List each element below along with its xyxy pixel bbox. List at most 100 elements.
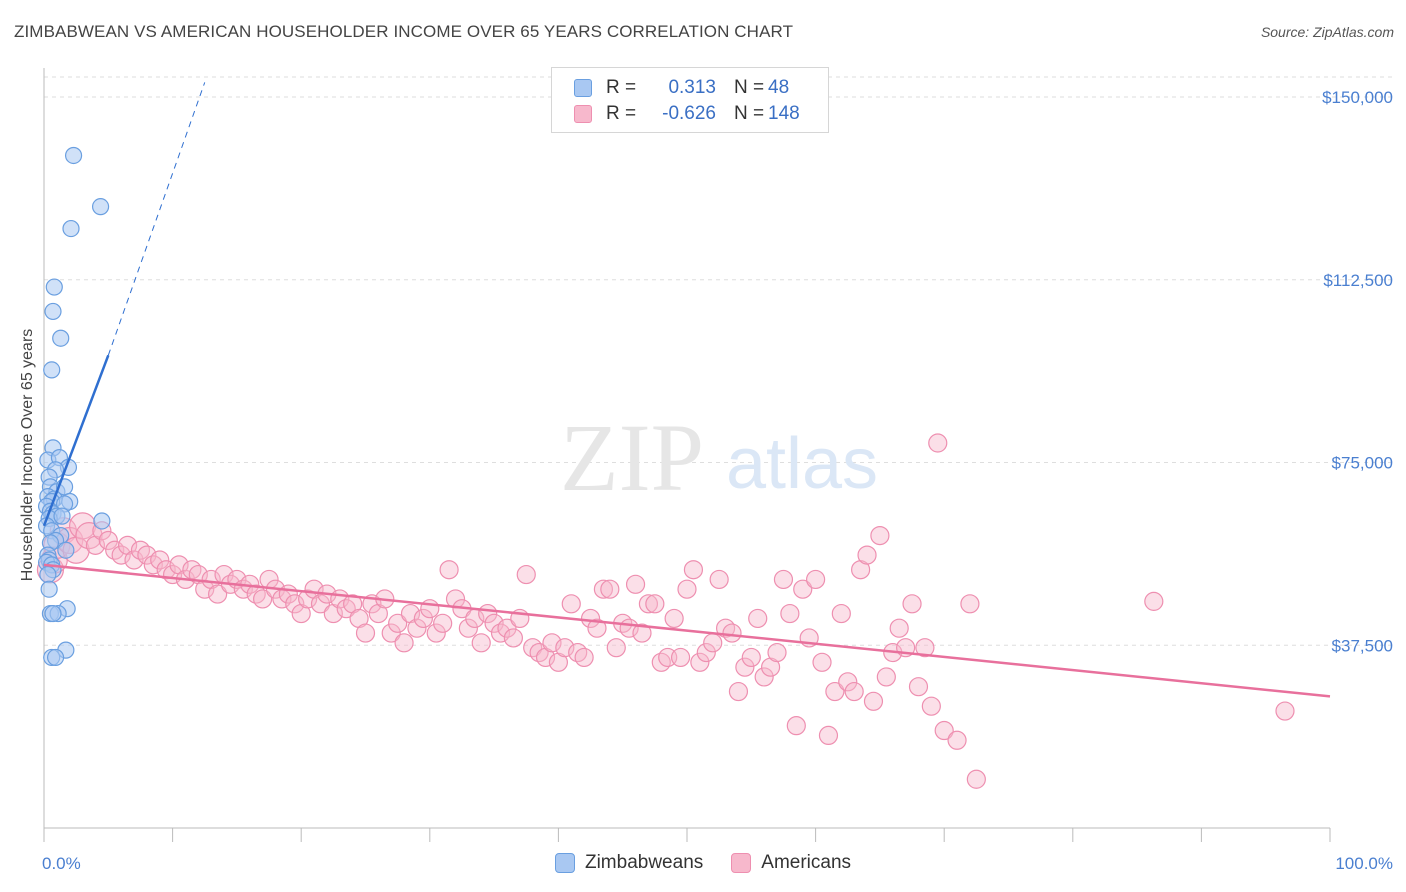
american-point <box>394 633 414 653</box>
american-point <box>677 579 697 599</box>
american-point <box>825 681 845 702</box>
american-point <box>690 652 710 672</box>
zimbabweans-points <box>37 146 111 667</box>
american-point <box>934 720 954 741</box>
american-point <box>625 574 646 594</box>
american-point <box>503 628 523 648</box>
watermark-atlas: atlas <box>726 424 878 504</box>
zimbabwean-point <box>53 507 71 525</box>
american-point <box>947 730 967 750</box>
american-point <box>355 623 376 643</box>
legend-row-americans: R = -0.626 N = 148 <box>574 100 800 128</box>
american-point <box>426 623 446 643</box>
american-point <box>870 525 890 546</box>
american-point <box>208 584 228 604</box>
y-tick-label: $150,000 <box>1322 88 1393 107</box>
american-point <box>458 618 478 638</box>
american-point <box>600 579 620 599</box>
legend-label-americans: Americans <box>761 852 852 873</box>
legend-r-label: R = <box>606 77 637 98</box>
legend-label-zimbabweans: Zimbabweans <box>584 852 704 873</box>
american-point <box>889 618 909 638</box>
american-point <box>966 769 986 789</box>
stats-legend: R = 0.313 N = 48 R = -0.626 N = 148 <box>551 67 829 133</box>
american-point <box>805 569 826 590</box>
american-point <box>555 638 575 658</box>
american-point <box>915 638 935 658</box>
y-tick-label: $37,500 <box>1332 636 1393 655</box>
american-point <box>902 594 922 614</box>
zimbabwean-point <box>45 278 63 296</box>
american-point <box>728 681 749 702</box>
american-point <box>388 613 408 633</box>
zimbabwean-point <box>64 146 83 165</box>
american-point <box>124 550 144 570</box>
american-point <box>838 672 858 692</box>
source-label: Source: ZipAtlas.com <box>1260 24 1394 40</box>
american-point <box>664 608 684 629</box>
legend-item-zimbabweans: Zimbabweans <box>554 852 704 874</box>
american-point <box>670 647 691 668</box>
american-point <box>908 677 929 697</box>
axes <box>43 68 1331 842</box>
american-point <box>150 550 170 570</box>
y-tick-label: $112,500 <box>1323 271 1393 290</box>
american-point <box>786 716 806 736</box>
american-point <box>593 579 614 599</box>
american-point <box>542 633 562 653</box>
zimbabwean-point <box>62 219 80 238</box>
zimbabwean-point <box>40 580 58 598</box>
axis-labels: $150,000 $112,500 $75,000 $37,500 0.0% 100.0%… <box>19 88 1393 873</box>
series-legend: Zimbabweans Americans <box>0 852 1406 874</box>
american-point <box>413 608 433 629</box>
american-point <box>767 642 787 663</box>
zimbabweans-trend-extension <box>107 82 206 356</box>
american-point <box>748 608 768 629</box>
american-point <box>818 725 839 746</box>
y-tick-label: $75,000 <box>1332 454 1393 473</box>
zimbabwean-point <box>44 302 62 321</box>
american-point <box>696 642 716 663</box>
american-point <box>863 691 884 711</box>
pink-swatch-icon <box>731 853 752 873</box>
american-point <box>587 618 607 638</box>
american-point <box>632 623 652 643</box>
legend-r-value: -0.626 <box>662 103 716 124</box>
legend-row-zimbabweans: R = 0.313 N = 48 <box>574 74 789 102</box>
legend-n-label: N = <box>734 103 765 124</box>
american-point <box>98 530 118 551</box>
legend-n-value: 148 <box>768 103 800 124</box>
american-point <box>75 521 103 550</box>
american-point <box>921 696 941 716</box>
legend-item-americans: Americans <box>731 852 851 874</box>
american-point <box>812 652 832 672</box>
x-tick-label-end: 100.0% <box>1335 854 1393 873</box>
trend-lines <box>42 82 1331 698</box>
legend-r-value: 0.313 <box>668 77 716 98</box>
american-point <box>433 613 453 633</box>
x-tick-label-start: 0.0% <box>42 854 81 873</box>
watermark-zip: ZIP <box>560 404 704 511</box>
zimbabwean-point <box>39 565 57 584</box>
blue-swatch-icon <box>554 853 575 873</box>
american-point <box>793 579 813 599</box>
american-point <box>420 599 440 619</box>
blue-swatch-icon <box>574 79 592 97</box>
y-axis-label: Householder Income Over 65 years <box>19 329 36 582</box>
american-point <box>960 594 980 614</box>
legend-n-label: N = <box>734 77 765 98</box>
american-point <box>780 603 800 624</box>
american-point <box>310 594 331 614</box>
american-point <box>638 594 659 614</box>
american-point <box>773 569 794 590</box>
zimbabwean-point <box>43 361 61 379</box>
american-point <box>709 569 729 590</box>
americans-trend-line <box>43 563 1331 698</box>
legend-r-label: R = <box>606 103 637 124</box>
american-point <box>703 633 723 653</box>
zimbabwean-point <box>44 604 62 623</box>
american-point <box>928 433 948 453</box>
american-point <box>285 594 305 614</box>
american-point <box>574 647 594 668</box>
